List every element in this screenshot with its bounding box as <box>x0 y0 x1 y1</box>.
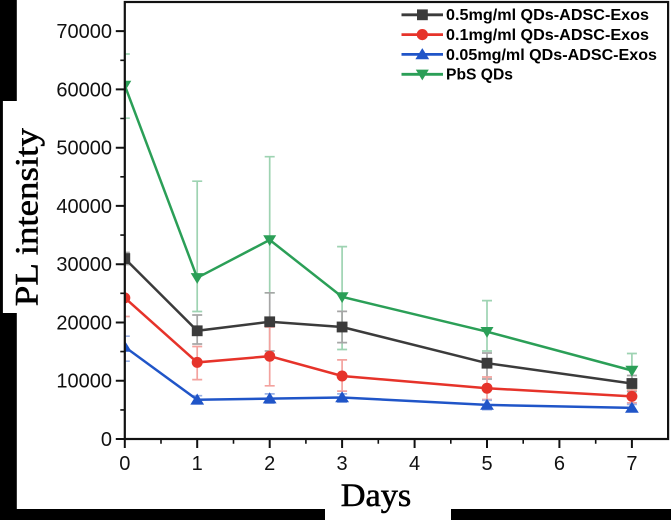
svg-text:10000: 10000 <box>56 371 112 393</box>
svg-text:4: 4 <box>409 453 420 475</box>
svg-text:0.05mg/ml QDs-ADSC-Exos: 0.05mg/ml QDs-ADSC-Exos <box>446 47 657 64</box>
svg-text:3: 3 <box>337 453 348 475</box>
svg-text:40000: 40000 <box>56 196 112 218</box>
svg-text:PbS QDs: PbS QDs <box>446 67 513 84</box>
svg-text:Days: Days <box>341 478 412 514</box>
svg-text:50000: 50000 <box>56 138 112 160</box>
svg-text:20000: 20000 <box>56 313 112 335</box>
svg-text:PL intensity: PL intensity <box>9 127 45 306</box>
svg-text:0.1mg/ml QDs-ADSC-Exos: 0.1mg/ml QDs-ADSC-Exos <box>446 27 649 44</box>
svg-text:5: 5 <box>481 453 492 475</box>
svg-text:60000: 60000 <box>56 79 112 101</box>
svg-text:2: 2 <box>264 453 275 475</box>
svg-text:0.5mg/ml QDs-ADSC-Exos: 0.5mg/ml QDs-ADSC-Exos <box>446 7 649 24</box>
svg-text:0: 0 <box>119 453 130 475</box>
svg-text:6: 6 <box>554 453 565 475</box>
svg-text:70000: 70000 <box>56 21 112 43</box>
svg-text:30000: 30000 <box>56 254 112 276</box>
svg-text:7: 7 <box>626 453 637 475</box>
svg-text:1: 1 <box>192 453 203 475</box>
svg-text:0: 0 <box>101 429 112 451</box>
